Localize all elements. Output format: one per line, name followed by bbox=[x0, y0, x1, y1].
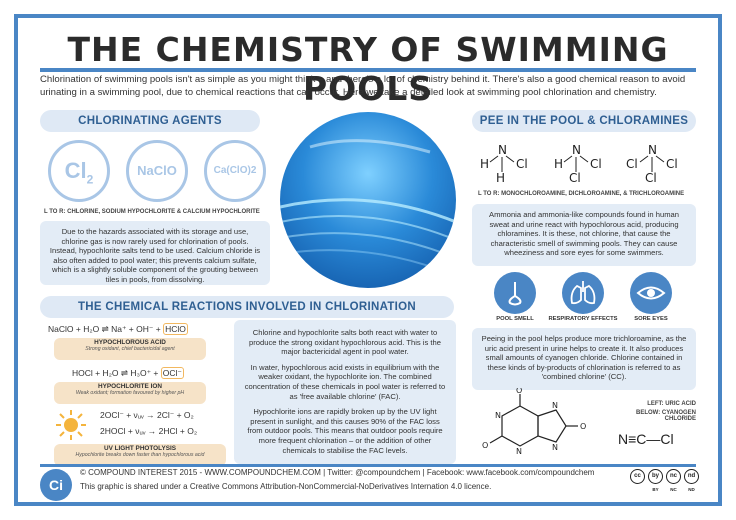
chloramines-caption: L TO R: MONOCHLOROAMINE, DICHLOROAMINE, … bbox=[478, 191, 685, 197]
calcium-hypochlorite-circle: Ca(ClO)2 bbox=[204, 140, 266, 202]
svg-text:H: H bbox=[554, 157, 563, 171]
uric-acid-structure: O O O N N N N bbox=[482, 388, 586, 456]
svg-text:Cl: Cl bbox=[516, 157, 528, 171]
sun-icon bbox=[56, 410, 86, 440]
equation-3b: 2HOCl + νᵤᵥ → 2HCl + O₂ bbox=[100, 426, 198, 436]
equation-2-highlight: OCl⁻ bbox=[160, 367, 184, 379]
cyanogen-caption: BELOW: CYANOGEN CHLORIDE bbox=[635, 410, 696, 422]
svg-text:N: N bbox=[516, 447, 522, 456]
infographic-frame: THE CHEMISTRY OF SWIMMING POOLS Chlorina… bbox=[14, 14, 722, 506]
svg-text:Cl: Cl bbox=[666, 157, 678, 171]
intro-text: Chlorination of swimming pools isn't as … bbox=[40, 74, 686, 98]
svg-text:O: O bbox=[580, 422, 586, 431]
svg-text:O: O bbox=[516, 388, 522, 395]
footer-line-1: © COMPOUND INTEREST 2015 - WWW.COMPOUNDC… bbox=[80, 468, 595, 477]
agents-caption: L TO R: CHLORINE, SODIUM HYPOCHLORITE & … bbox=[44, 209, 260, 215]
cc-nc-label: NC bbox=[670, 487, 677, 492]
svg-text:N: N bbox=[648, 143, 657, 157]
reactions-paragraph-1: Chlorine and hypochlorite salts both rea… bbox=[249, 328, 441, 357]
footer-line-2: This graphic is shared under a Creative … bbox=[80, 482, 492, 491]
cyanogen-chloride: N≡C—Cl bbox=[618, 431, 674, 447]
effect-label-eyes: SORE EYES bbox=[634, 316, 668, 322]
svg-text:H: H bbox=[480, 157, 489, 171]
cc-by-icon: by bbox=[648, 469, 663, 484]
svg-text:N: N bbox=[495, 411, 501, 420]
uric-acid-caption: LEFT: URIC ACID bbox=[647, 401, 696, 407]
svg-text:Cl: Cl bbox=[590, 157, 602, 171]
pee-heading: PEE IN THE POOL & CHLORAMINES bbox=[472, 110, 696, 132]
pool-photo bbox=[280, 112, 456, 288]
compound-interest-logo: Ci bbox=[40, 469, 72, 501]
cc-icon: cc bbox=[630, 469, 645, 484]
equation-3a: 2OCl⁻ + νᵤᵥ → 2Cl⁻ + O₂ bbox=[100, 410, 194, 420]
svg-text:N: N bbox=[498, 143, 507, 157]
equation-2-text: HOCl + H₂O ⇌ H₃O⁺ + bbox=[72, 368, 159, 378]
effect-label-smell: POOL SMELL bbox=[496, 316, 534, 322]
pee-text-2: Peeing in the pool helps produce more tr… bbox=[472, 328, 696, 390]
equation-3-label-title: UV LIGHT PHOTOLYSIS bbox=[103, 445, 177, 452]
pool-lanes-icon bbox=[280, 139, 456, 277]
cc-nd-icon: nd bbox=[684, 469, 699, 484]
title-divider bbox=[40, 68, 696, 72]
reactions-text-box: Chlorine and hypochlorite salts both rea… bbox=[234, 320, 456, 464]
equation-2: HOCl + H₂O ⇌ H₃O⁺ + OCl⁻ bbox=[72, 367, 184, 379]
cc-nc-icon: nc bbox=[666, 469, 681, 484]
equation-2-label-sub: Weak oxidant; formation favoured by high… bbox=[75, 390, 185, 396]
agents-text: Due to the hazards associated with its s… bbox=[40, 221, 270, 285]
sodium-hypochlorite-circle: NaClO bbox=[126, 140, 188, 202]
equation-1-text: NaClO + H₂O ⇌ Na⁺ + OH⁻ + bbox=[48, 324, 161, 334]
eye-icon bbox=[630, 272, 672, 314]
svg-text:N: N bbox=[552, 401, 558, 410]
equation-1-label: HYPOCHLOROUS ACID Strong oxidant, chief … bbox=[54, 338, 206, 360]
cc-by-label: BY bbox=[652, 487, 659, 492]
equation-1-label-sub: Strong oxidant, chief bactericidal agent bbox=[85, 346, 175, 352]
nose-icon bbox=[494, 272, 536, 314]
effect-label-respiratory: RESPIRATORY EFFECTS bbox=[548, 316, 618, 322]
equation-2-label-title: HYPOCHLORITE ION bbox=[98, 383, 162, 390]
equation-3-label: UV LIGHT PHOTOLYSIS Hypochlorite breaks … bbox=[54, 444, 226, 466]
svg-text:Cl: Cl bbox=[626, 157, 638, 171]
footer-divider bbox=[40, 464, 696, 467]
reactions-paragraph-3: Hypochlorite ions are rapidly broken up … bbox=[247, 407, 443, 455]
svg-text:O: O bbox=[482, 441, 488, 450]
equation-2-label: HYPOCHLORITE ION Weak oxidant; formation… bbox=[54, 382, 206, 404]
lungs-icon bbox=[562, 272, 604, 314]
pee-text: Ammonia and ammonia-like compounds found… bbox=[472, 204, 696, 266]
svg-text:H: H bbox=[496, 171, 505, 185]
svg-text:N: N bbox=[572, 143, 581, 157]
equation-3-label-sub: Hypochlorite breaks down faster than hyp… bbox=[75, 452, 205, 458]
equation-1-highlight: HClO bbox=[163, 323, 188, 335]
agents-heading: CHLORINATING AGENTS bbox=[40, 110, 260, 132]
chlorine-circle: Cl2 bbox=[48, 140, 110, 202]
equation-1-label-title: HYPOCHLOROUS ACID bbox=[94, 339, 166, 346]
equation-1: NaClO + H₂O ⇌ Na⁺ + OH⁻ + HClO bbox=[48, 323, 188, 335]
reactions-heading: THE CHEMICAL REACTIONS INVOLVED IN CHLOR… bbox=[40, 296, 454, 318]
svg-text:Cl: Cl bbox=[645, 171, 657, 185]
cc-nd-label: ND bbox=[688, 487, 695, 492]
svg-text:N: N bbox=[552, 443, 558, 452]
page-title: THE CHEMISTRY OF SWIMMING POOLS bbox=[67, 30, 669, 108]
reactions-paragraph-2: In water, hypochlorous acid exists in eq… bbox=[244, 362, 446, 401]
svg-text:Cl: Cl bbox=[569, 171, 581, 185]
